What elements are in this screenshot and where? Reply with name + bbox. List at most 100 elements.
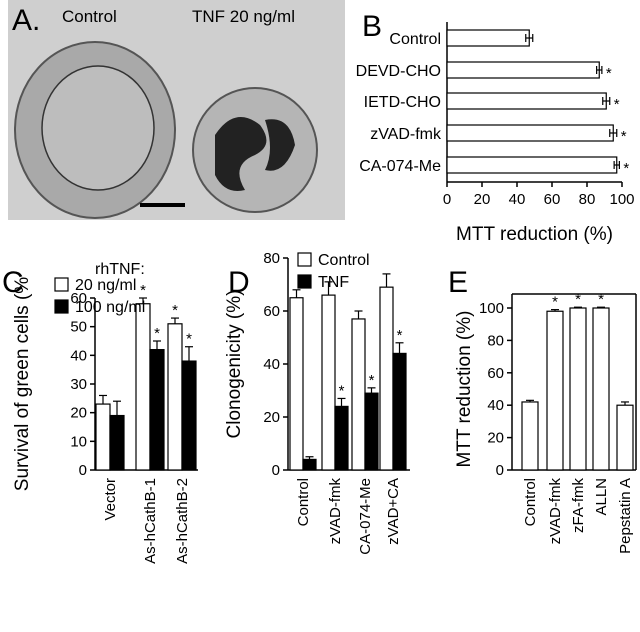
- legend-swatch: [297, 274, 312, 289]
- bar: [109, 414, 125, 471]
- condition-label: TNF 20 ng/ml: [192, 7, 295, 26]
- bar: [446, 29, 530, 47]
- significance-marker: *: [140, 282, 146, 299]
- condition-label: Control: [62, 7, 117, 26]
- panel-letter: A.: [12, 4, 40, 37]
- category-label: Vector: [102, 478, 119, 521]
- category-label: Pepstatin A: [617, 478, 634, 554]
- y-axis-label: MTT reduction (%): [454, 311, 475, 468]
- y-tick-label: 20: [487, 430, 504, 447]
- category-label: zVAD-fmk: [327, 478, 344, 545]
- bar: [616, 404, 634, 471]
- significance-marker: *: [154, 325, 160, 342]
- y-tick-label: 40: [487, 397, 504, 414]
- significance-marker: *: [621, 128, 627, 145]
- bar: [446, 61, 600, 79]
- significance-marker: *: [397, 327, 403, 344]
- x-axis-label: MTT reduction (%): [456, 224, 613, 245]
- panel-letter: C: [2, 266, 24, 299]
- y-tick-label: 80: [263, 250, 280, 267]
- significance-marker: *: [552, 294, 558, 311]
- significance-marker: *: [172, 302, 178, 319]
- bar: [446, 92, 607, 110]
- x-tick-label: 100: [609, 191, 634, 208]
- nucleus-control: [41, 65, 155, 191]
- x-tick-label: 60: [544, 191, 561, 208]
- bar: [334, 405, 349, 471]
- bar: [167, 323, 183, 471]
- bar: [592, 307, 610, 471]
- significance-marker: *: [575, 291, 581, 308]
- bar: [569, 307, 587, 471]
- micrograph: A. Control TNF 20 ng/ml: [8, 0, 345, 220]
- y-tick-label: 40: [263, 356, 280, 373]
- y-tick-label: 60: [70, 290, 87, 307]
- y-tick-label: 0: [496, 462, 504, 479]
- y-tick-label: 20: [70, 405, 87, 422]
- category-label: As-hCathB-2: [174, 478, 191, 564]
- category-label: ALLN: [593, 478, 610, 516]
- y-axis-label: Clonogenicity (%): [224, 290, 245, 439]
- error-bar: [602, 97, 611, 105]
- panel-letter: E: [448, 266, 468, 299]
- significance-marker: *: [369, 372, 375, 389]
- legend-swatch: [54, 277, 69, 292]
- error-bar: [596, 66, 603, 74]
- category-label: DEVD-CHO: [356, 63, 441, 80]
- bar: [181, 360, 197, 471]
- significance-marker: *: [623, 160, 629, 177]
- category-label: As-hCathB-1: [142, 478, 159, 564]
- bar: [364, 392, 379, 471]
- x-tick-label: 40: [509, 191, 526, 208]
- legend-swatch: [54, 299, 69, 314]
- category-label: zVAD-fmk: [547, 478, 564, 545]
- significance-marker: *: [606, 65, 612, 82]
- error-bar: [525, 34, 534, 42]
- error-bar: [609, 129, 618, 137]
- legend-swatch: [297, 252, 312, 267]
- category-label: CA-074-Me: [357, 478, 374, 555]
- category-label: zVAD-fmk: [370, 126, 442, 143]
- x-tick-label: 20: [474, 191, 491, 208]
- category-label: Control: [295, 478, 312, 526]
- significance-marker: *: [614, 96, 620, 113]
- category-label: zFA-fmk: [570, 478, 587, 533]
- legend-label: Control: [318, 252, 370, 269]
- error-bar: [613, 161, 620, 169]
- bar: [446, 156, 618, 174]
- x-tick-label: 0: [443, 191, 451, 208]
- bar: [95, 403, 111, 471]
- bar: [289, 297, 304, 471]
- category-label: Control: [389, 31, 441, 48]
- category-label: Control: [522, 478, 539, 526]
- bar: [135, 303, 151, 471]
- panel-letter: B: [362, 10, 382, 43]
- bar: [302, 458, 317, 471]
- y-tick-label: 50: [70, 319, 87, 336]
- y-tick-label: 60: [487, 365, 504, 382]
- bar: [149, 349, 165, 471]
- y-axis-label: Survival of green cells (%: [12, 277, 33, 491]
- y-tick-label: 80: [487, 332, 504, 349]
- panel-letter: D: [228, 266, 250, 299]
- bar: [446, 124, 614, 142]
- category-label: zVAD+CA: [385, 478, 402, 545]
- bar: [546, 310, 564, 471]
- legend-title: rhTNF:: [95, 261, 145, 278]
- legend-label: 100 ng/ml: [75, 299, 145, 316]
- y-tick-label: 20: [263, 409, 280, 426]
- category-label: CA-074-Me: [359, 158, 441, 175]
- legend-label: TNF: [318, 274, 349, 291]
- significance-marker: *: [186, 331, 192, 348]
- y-tick-label: 0: [272, 462, 280, 479]
- y-tick-label: 10: [70, 433, 87, 450]
- y-tick-label: 40: [70, 347, 87, 364]
- significance-marker: *: [598, 291, 604, 308]
- bar: [521, 401, 539, 471]
- bar: [351, 318, 366, 471]
- y-tick-label: 100: [479, 300, 504, 317]
- significance-marker: *: [339, 382, 345, 399]
- bar: [379, 286, 394, 471]
- y-tick-label: 0: [79, 462, 87, 479]
